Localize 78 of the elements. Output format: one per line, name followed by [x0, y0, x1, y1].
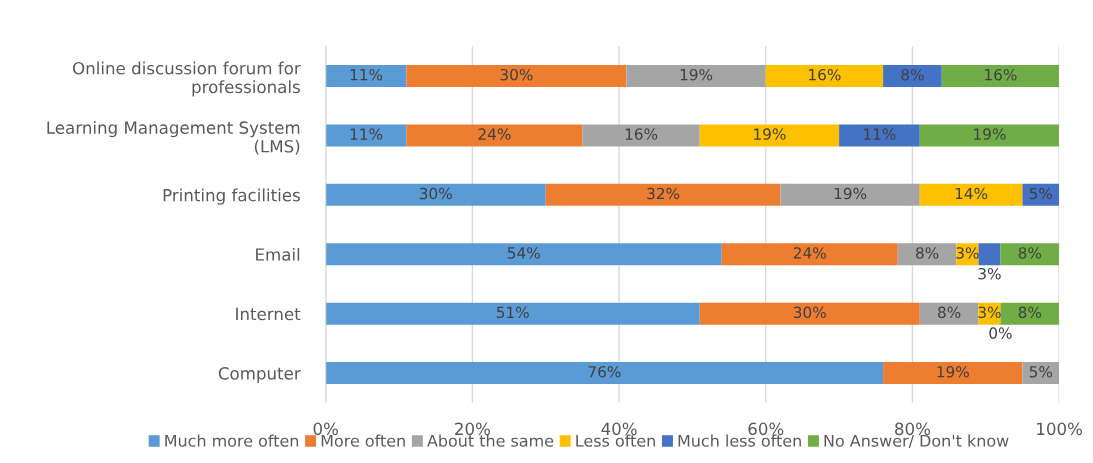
- data-label: 3%: [978, 267, 1001, 280]
- bar: [626, 65, 766, 87]
- legend-label: Less often: [576, 434, 655, 447]
- bar: [325, 65, 407, 87]
- legend-label: Much less often: [678, 434, 801, 447]
- data-label: 8%: [1018, 247, 1042, 259]
- x-tick-label: 40%: [601, 422, 637, 436]
- bar: [406, 65, 627, 87]
- bar: [325, 362, 884, 385]
- data-label: 30%: [419, 187, 452, 200]
- data-label: 3%: [978, 306, 1001, 319]
- data-label: 8%: [901, 68, 924, 81]
- bar: [839, 124, 920, 147]
- bar: [325, 124, 407, 147]
- data-label: 11%: [864, 128, 896, 140]
- data-label: 32%: [647, 187, 680, 200]
- y-tick-label: Email: [256, 247, 300, 261]
- bar: [883, 65, 942, 87]
- y-tick-label: Computer: [218, 367, 301, 383]
- data-label: 11%: [350, 128, 383, 140]
- y-tick-label: Learning Management System (LMS): [47, 121, 300, 155]
- data-label: 8%: [938, 306, 961, 319]
- data-label: 8%: [1018, 306, 1042, 319]
- data-label: 30%: [793, 306, 826, 319]
- data-label: 19%: [754, 128, 786, 140]
- bar: [978, 243, 1001, 266]
- data-label: 51%: [496, 306, 529, 319]
- bar: [406, 124, 583, 147]
- legend-label: No Answer/ Don't know: [824, 434, 1009, 449]
- x-tick-label: 80%: [895, 422, 931, 436]
- bar: [941, 65, 1060, 87]
- x-tick-label: 100%: [1037, 422, 1083, 436]
- legend-label: More often: [321, 434, 405, 447]
- data-label: 24%: [793, 247, 826, 259]
- bar: [919, 124, 1060, 147]
- data-label: 19%: [834, 187, 867, 200]
- bar: [897, 243, 957, 266]
- data-label: 16%: [985, 68, 1017, 81]
- data-label: 16%: [625, 128, 658, 140]
- data-label: 0%: [989, 327, 1012, 339]
- y-tick-label: Printing facilities: [163, 188, 300, 205]
- bar: [883, 362, 1023, 385]
- bar: [1022, 362, 1060, 385]
- y-tick-label: Internet: [236, 307, 301, 321]
- data-label: 54%: [507, 247, 540, 259]
- data-label: 8%: [916, 247, 939, 259]
- x-tick-label: 0%: [313, 422, 339, 436]
- bar: [919, 302, 979, 325]
- bar: [765, 65, 884, 87]
- bar: [325, 302, 700, 325]
- bar: [919, 183, 1023, 206]
- bar: [721, 243, 898, 266]
- data-label: 14%: [955, 187, 988, 200]
- data-label: 16%: [809, 68, 841, 81]
- legend-label: Much more often: [165, 434, 299, 447]
- legend-label: About the same: [427, 434, 554, 447]
- bar: [1000, 302, 1060, 325]
- bar: [582, 124, 700, 147]
- data-label: 5%: [1029, 187, 1053, 200]
- data-label: 11%: [350, 68, 383, 81]
- data-label: 24%: [478, 128, 511, 140]
- bar: [545, 183, 781, 206]
- bar: [325, 183, 546, 206]
- bar: [780, 183, 920, 206]
- bar: [699, 124, 840, 147]
- data-label: 5%: [1029, 365, 1053, 378]
- data-label: 19%: [680, 68, 713, 81]
- y-tick-label: Online discussion forum for professionals: [72, 61, 301, 97]
- data-label: 76%: [588, 365, 621, 378]
- data-label: 19%: [974, 128, 1006, 140]
- data-label: 19%: [937, 365, 969, 378]
- bar: [1000, 243, 1060, 266]
- x-tick-label: 60%: [748, 422, 784, 436]
- bar: [1022, 183, 1060, 206]
- data-label: 30%: [500, 68, 533, 81]
- bar: [325, 243, 722, 266]
- x-tick-label: 20%: [455, 422, 490, 436]
- bar: [699, 302, 920, 325]
